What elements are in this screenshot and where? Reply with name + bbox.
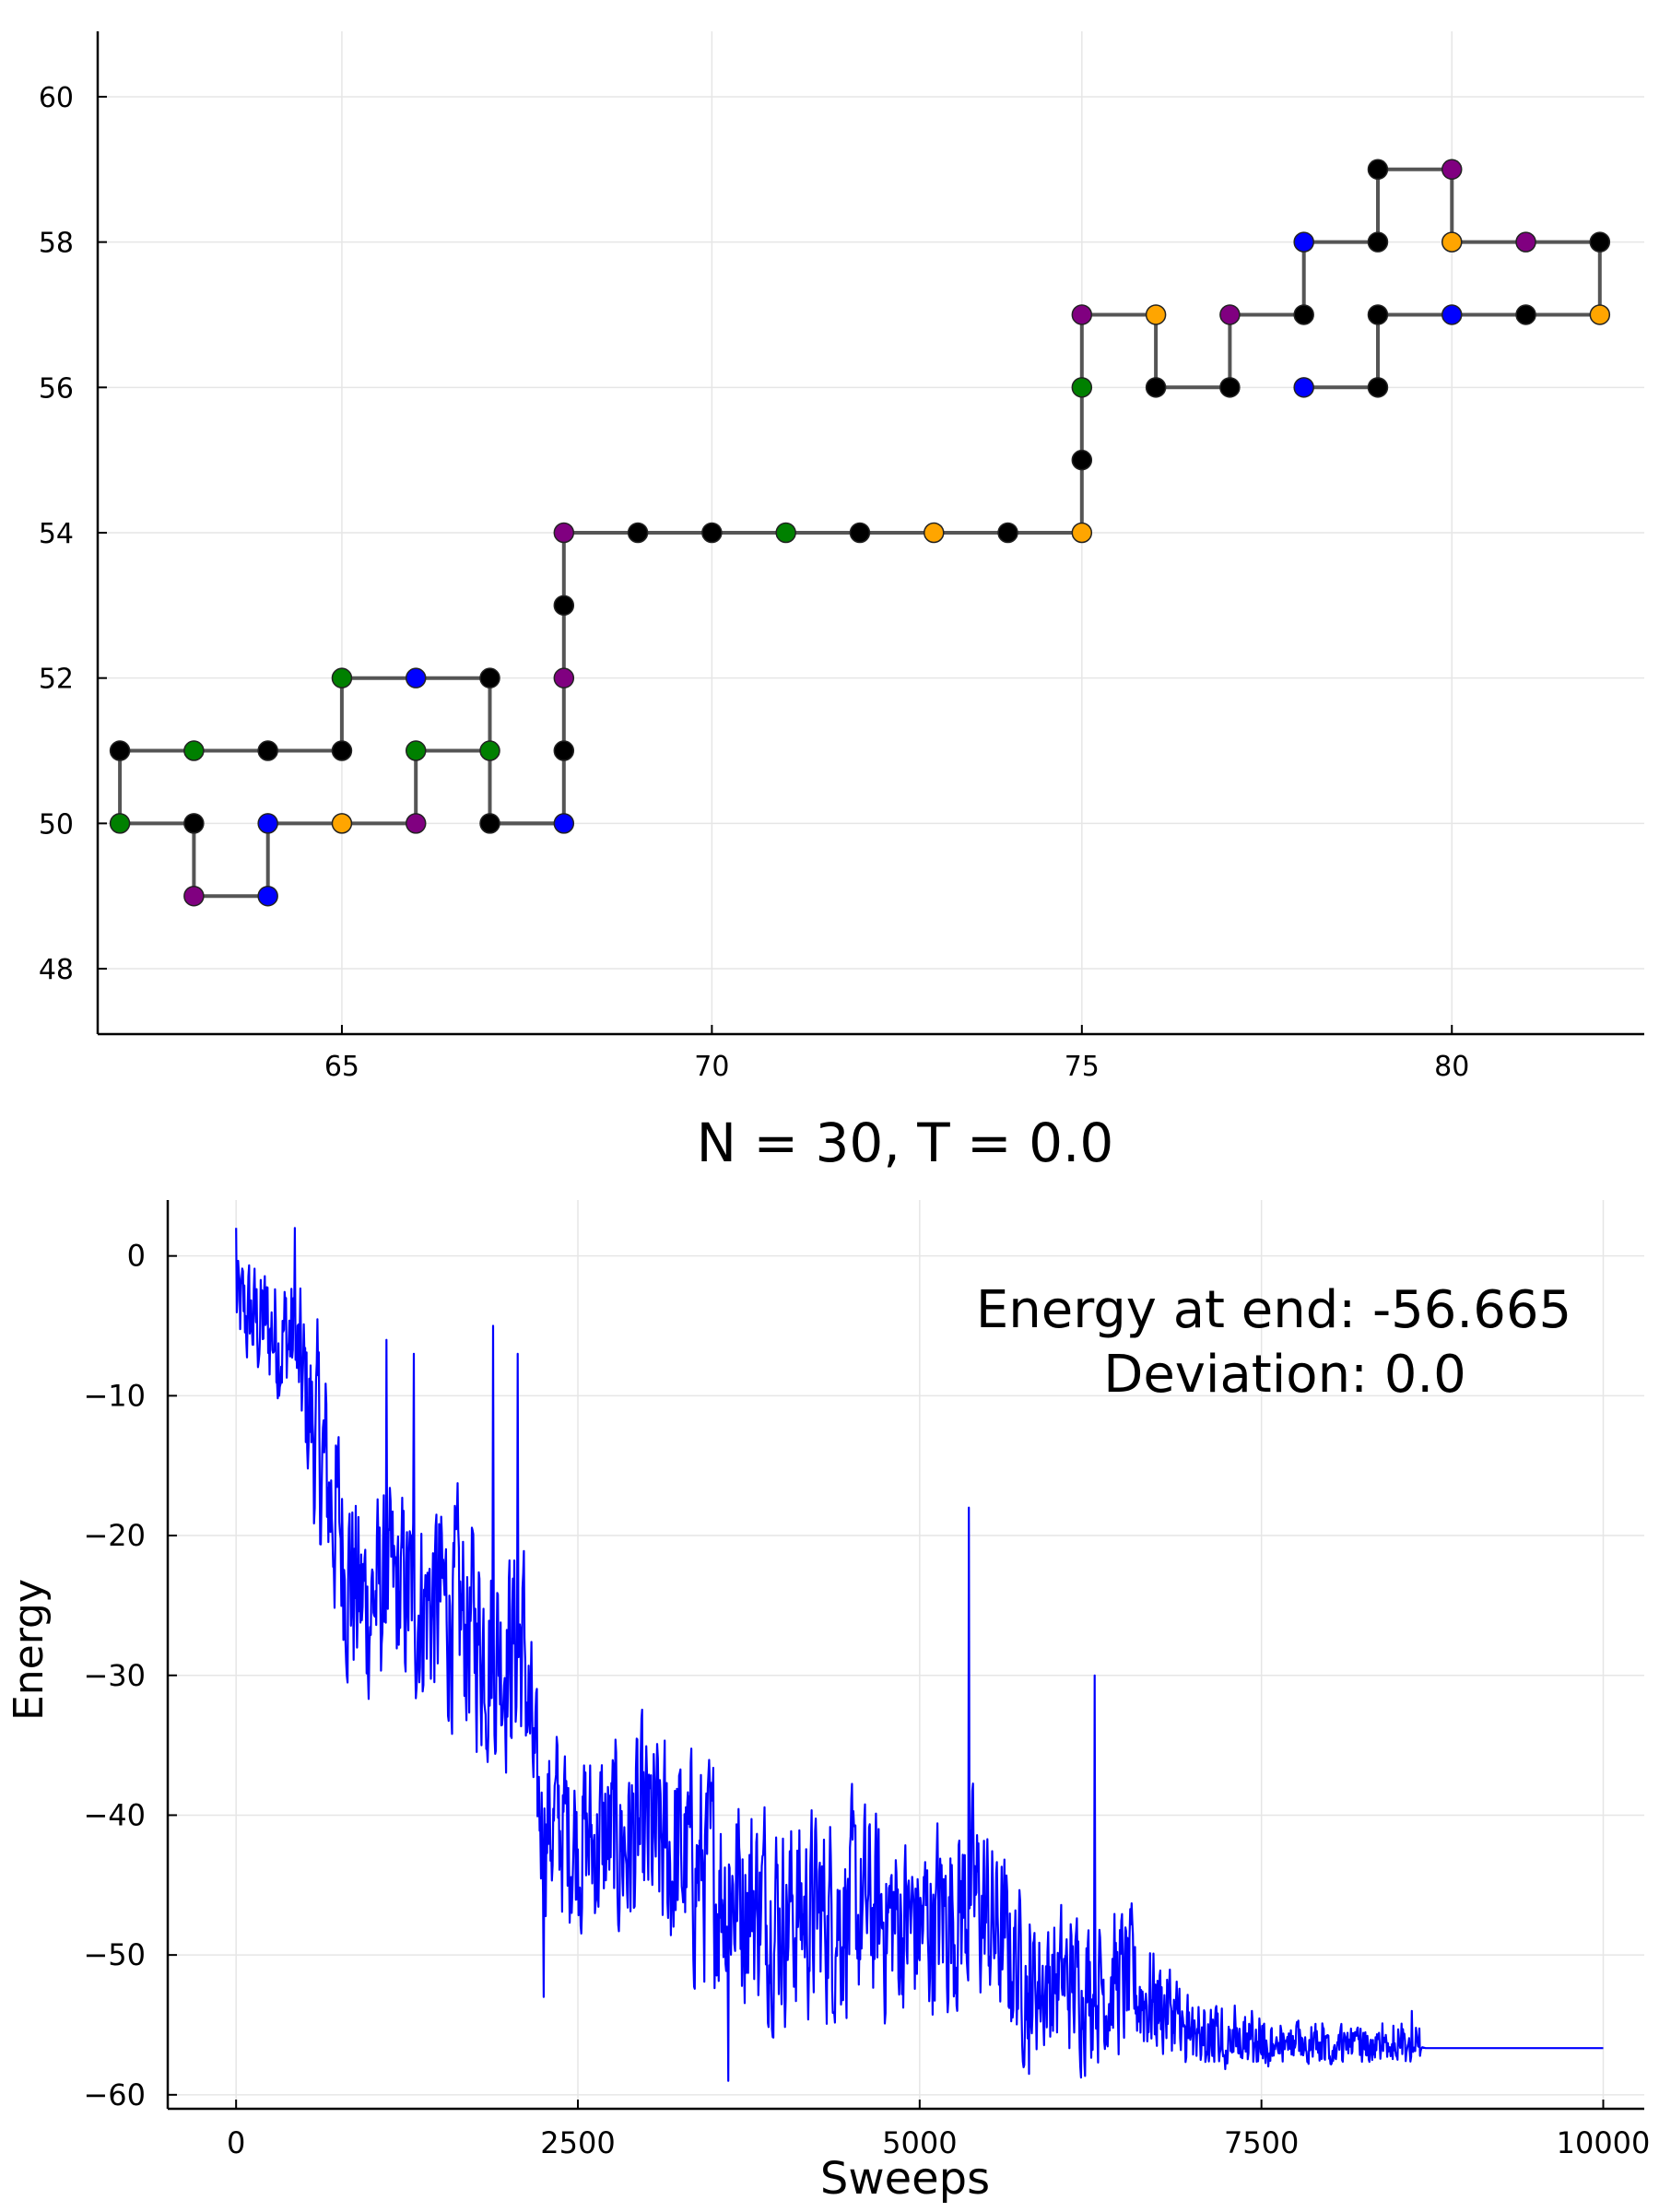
bottom-tick-labels: 0 2500 5000 7500 10000 0 −10 −20 −30 −40 −50 −60 bbox=[83, 1239, 1650, 2160]
deviation-annotation: Deviation: 0.0 bbox=[1103, 1345, 1466, 1405]
y-tick-label: 52 bbox=[39, 664, 74, 696]
y-tick-label: −40 bbox=[83, 1797, 146, 1832]
monomer-point bbox=[701, 522, 723, 544]
monomer-point bbox=[627, 522, 649, 544]
monomer-point bbox=[257, 813, 278, 834]
chart-title: N = 30, T = 0.0 bbox=[697, 1112, 1114, 1174]
x-tick-label: 65 bbox=[324, 1051, 359, 1083]
energy-line bbox=[235, 1227, 1604, 2082]
x-tick-label: 10000 bbox=[1557, 2125, 1651, 2160]
monomer-point bbox=[1145, 304, 1167, 325]
x-tick-label: 7500 bbox=[1224, 2125, 1299, 2160]
monomer-point bbox=[1441, 231, 1463, 253]
x-tick-label: 5000 bbox=[882, 2125, 957, 2160]
top-axes bbox=[96, 31, 1644, 1036]
monomer-point bbox=[183, 885, 205, 907]
monomer-point bbox=[331, 740, 353, 761]
y-tick-label: −60 bbox=[83, 2077, 146, 2112]
monomer-point bbox=[405, 813, 427, 834]
monomer-point bbox=[183, 740, 205, 761]
y-tick-label: 54 bbox=[39, 518, 74, 550]
monomer-point bbox=[553, 594, 575, 617]
energy-annotation: Energy at end: -56.665 bbox=[976, 1280, 1571, 1340]
monomer-point bbox=[1367, 231, 1389, 253]
y-tick-label: 50 bbox=[39, 808, 74, 841]
monomer-point bbox=[553, 522, 575, 544]
y-tick-label: −50 bbox=[83, 1937, 146, 1972]
chain-points bbox=[109, 159, 1611, 907]
monomer-point bbox=[331, 813, 353, 834]
top-tick-labels: 65 70 75 80 48 50 52 54 56 58 60 bbox=[39, 82, 1470, 1083]
monomer-point bbox=[1071, 377, 1093, 398]
monomer-point bbox=[553, 813, 575, 834]
x-tick-label: 75 bbox=[1065, 1051, 1100, 1083]
monomer-point bbox=[1071, 449, 1093, 471]
x-tick-label: 80 bbox=[1434, 1051, 1469, 1083]
monomer-point bbox=[109, 813, 131, 834]
monomer-point bbox=[849, 522, 871, 544]
monomer-point bbox=[1293, 377, 1314, 398]
monomer-point bbox=[1367, 159, 1389, 181]
bottom-axes bbox=[166, 1200, 1644, 2111]
y-tick-label: 56 bbox=[39, 372, 74, 405]
monomer-point bbox=[405, 740, 427, 761]
y-tick-label: −20 bbox=[83, 1518, 146, 1553]
monomer-point bbox=[479, 813, 500, 834]
monomer-point bbox=[109, 740, 131, 761]
y-tick-label: −30 bbox=[83, 1658, 146, 1693]
monomer-point bbox=[1589, 304, 1611, 325]
monomer-point bbox=[775, 522, 796, 544]
monomer-point bbox=[183, 813, 205, 834]
monomer-point bbox=[1293, 231, 1314, 253]
x-tick-label: 2500 bbox=[540, 2125, 615, 2160]
x-tick-label: 70 bbox=[694, 1051, 729, 1083]
monomer-point bbox=[1589, 231, 1611, 253]
monomer-point bbox=[1367, 377, 1389, 398]
monomer-point bbox=[479, 740, 500, 761]
y-tick-label: −10 bbox=[83, 1378, 146, 1413]
monomer-point bbox=[1441, 159, 1463, 181]
monomer-point bbox=[1071, 522, 1093, 544]
energy-series bbox=[235, 1227, 1604, 2082]
y-tick-label: 58 bbox=[39, 228, 74, 260]
lattice-path-plot: 65 70 75 80 48 50 52 54 56 58 60 bbox=[39, 31, 1644, 1083]
monomer-point bbox=[1145, 377, 1167, 398]
monomer-point bbox=[553, 740, 575, 761]
energy-plot: N = 30, T = 0.0 0 2500 5000 7500 10000 0 −10 −2… bbox=[6, 1112, 1650, 2205]
monomer-point bbox=[1071, 304, 1093, 325]
x-tick-label: 0 bbox=[227, 2125, 245, 2160]
monomer-point bbox=[553, 667, 575, 688]
monomer-point bbox=[1367, 304, 1389, 325]
y-axis-label: Energy bbox=[6, 1579, 53, 1721]
monomer-point bbox=[1441, 304, 1463, 325]
y-tick-label: 60 bbox=[39, 82, 74, 114]
monomer-point bbox=[1219, 304, 1241, 325]
monomer-point bbox=[1219, 377, 1241, 398]
monomer-point bbox=[331, 667, 353, 688]
monomer-point bbox=[479, 667, 500, 688]
monomer-point bbox=[405, 667, 427, 688]
monomer-point bbox=[1515, 304, 1536, 325]
monomer-point bbox=[1515, 231, 1536, 253]
x-axis-label: Sweeps bbox=[820, 2153, 990, 2205]
monomer-point bbox=[257, 885, 278, 907]
monomer-point bbox=[997, 522, 1018, 544]
monomer-point bbox=[1293, 304, 1314, 325]
monomer-point bbox=[257, 740, 278, 761]
monomer-point bbox=[923, 522, 945, 544]
y-tick-label: 0 bbox=[127, 1239, 146, 1274]
y-tick-label: 48 bbox=[39, 954, 74, 986]
